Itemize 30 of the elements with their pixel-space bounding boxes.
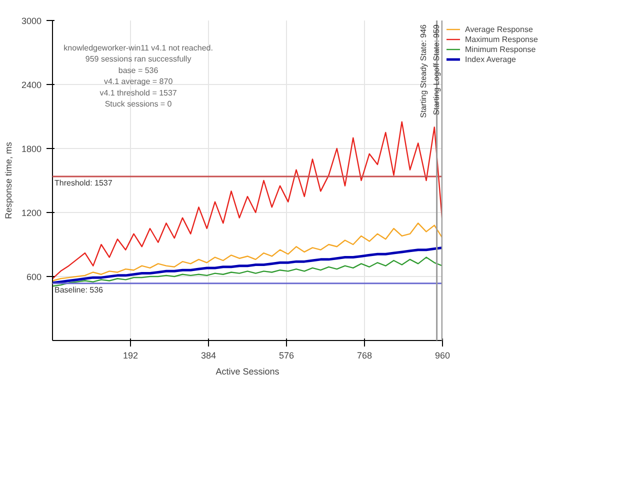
- x-tick-label: 576: [278, 350, 294, 360]
- x-tick-label: 192: [122, 350, 138, 360]
- line-series: [52, 246, 442, 284]
- annotation: v4.1 average = 870: [104, 77, 174, 86]
- y-tick-label: 3000: [21, 16, 42, 26]
- annotation: knowledgeworker-win11 v4.1 not reached.: [64, 44, 213, 52]
- annotation: base = 536: [118, 66, 159, 75]
- ref-line-label: Threshold: 1537: [54, 178, 113, 188]
- ref-line-label: Baseline: 536: [54, 285, 104, 294]
- y-tick-label: 1800: [21, 144, 42, 154]
- line-series: [52, 256, 442, 287]
- annotation: 959 sessions ran successfully: [85, 54, 192, 64]
- x-axis-title: Active Sessions: [216, 366, 280, 376]
- legend-label: Minimum Response: [465, 44, 536, 54]
- y-axis-title: Response time, ms: [3, 141, 14, 220]
- y-tick-label: 600: [26, 272, 42, 282]
- legend-label: Maximum Response: [465, 34, 538, 44]
- line-series: [52, 222, 442, 282]
- line-series: [52, 121, 442, 280]
- ref-line-label: Starting Logoff State: 959: [432, 24, 442, 116]
- annotation: v4.1 threshold = 1537: [100, 88, 178, 98]
- legend-label: Average Response: [465, 24, 533, 34]
- x-tick-label: 384: [200, 350, 216, 360]
- ref-line-label: Starting Steady State: 946: [418, 24, 428, 118]
- x-tick-label: 768: [356, 350, 372, 360]
- y-tick-label: 1200: [21, 208, 42, 218]
- legend-label: Index Average: [465, 54, 516, 64]
- x-tick-label: 960: [434, 350, 450, 360]
- y-tick-label: 2400: [21, 80, 42, 90]
- annotation: Stuck sessions = 0: [104, 100, 172, 108]
